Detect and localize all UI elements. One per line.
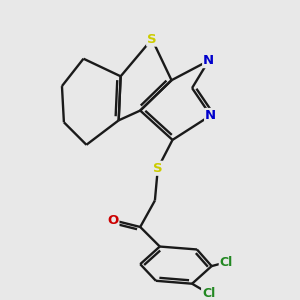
Text: S: S: [153, 162, 163, 175]
Text: N: N: [205, 109, 216, 122]
Text: Cl: Cl: [202, 287, 215, 300]
Text: N: N: [203, 54, 214, 67]
Text: Cl: Cl: [220, 256, 233, 269]
Text: O: O: [107, 214, 118, 226]
Text: S: S: [147, 33, 157, 46]
